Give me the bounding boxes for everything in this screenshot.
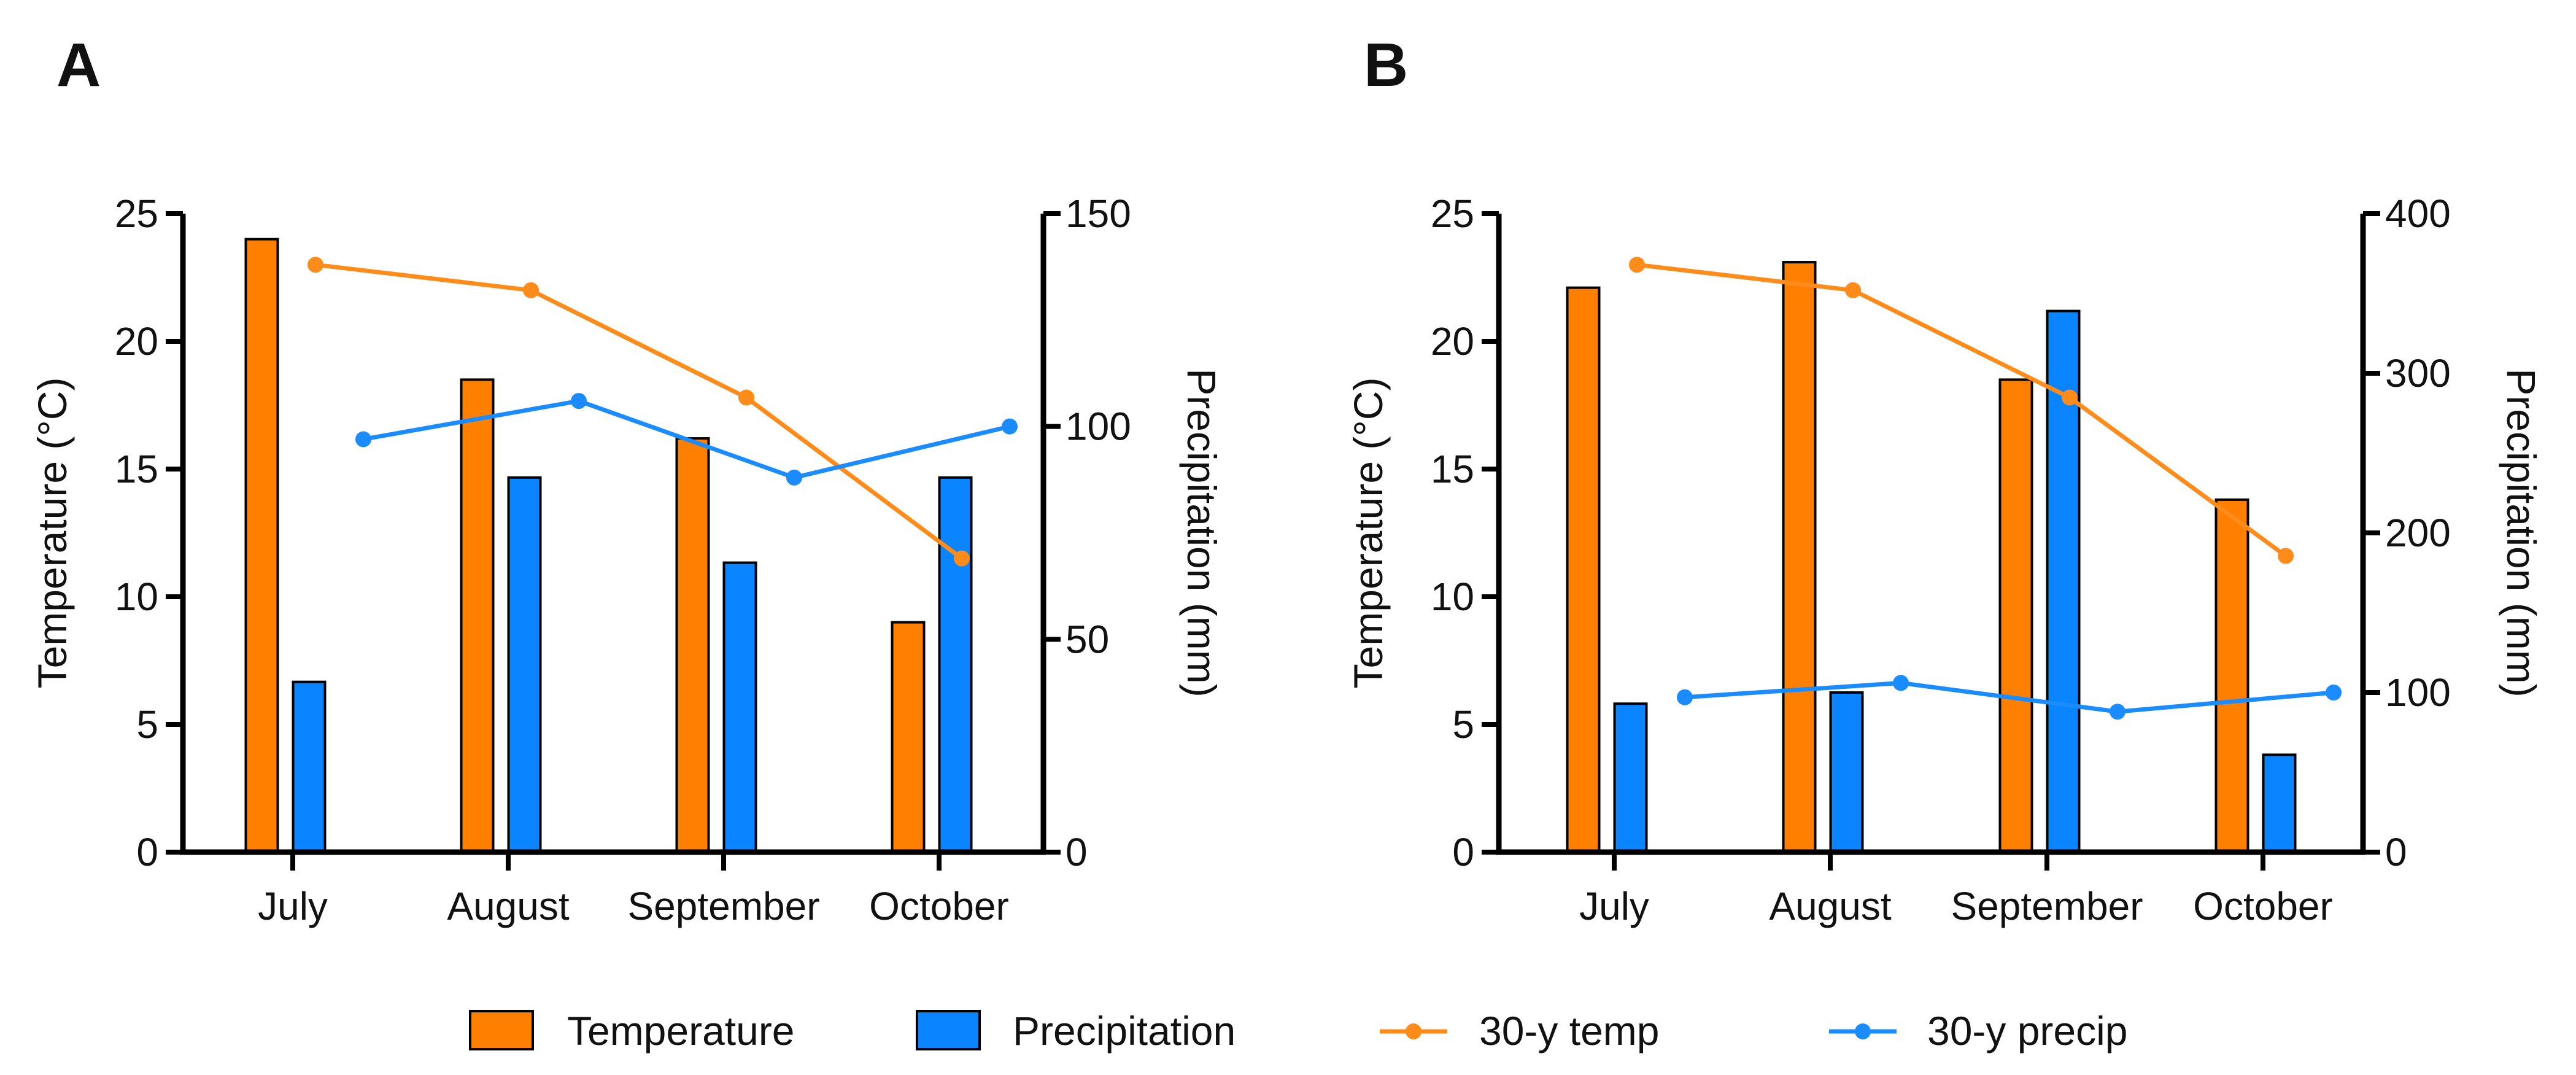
y-right-tick-label: 0 bbox=[2385, 830, 2407, 874]
x-tick-label: July bbox=[258, 884, 328, 928]
y-left-tick-label: 5 bbox=[1452, 702, 1474, 747]
x-tick-label: September bbox=[627, 884, 819, 928]
y-left-tick-label: 25 bbox=[115, 192, 158, 236]
legend: Temperature Precipitation 30-y temp 30-y… bbox=[469, 1008, 2128, 1054]
legend-temperature-label: Temperature bbox=[567, 1008, 795, 1054]
temp-30y-point bbox=[307, 257, 323, 273]
precip-30y-point bbox=[2326, 685, 2342, 700]
y-axis-left-title: Temperature (°C) bbox=[1345, 378, 1391, 689]
x-tick-label: August bbox=[1769, 884, 1891, 928]
x-tick-label: October bbox=[869, 884, 1009, 928]
y-axis-right-title: Precipitation (mm) bbox=[1179, 368, 1224, 697]
temp-30y-point bbox=[523, 282, 539, 298]
panel-label: A bbox=[56, 31, 101, 99]
y-right-tick-label: 150 bbox=[1066, 192, 1131, 236]
temp-30y-point bbox=[1629, 257, 1645, 273]
y-right-tick-label: 100 bbox=[2385, 670, 2451, 715]
precipitation-bar bbox=[938, 476, 973, 853]
legend-precipitation-label: Precipitation bbox=[1013, 1008, 1236, 1054]
precipitation-bar bbox=[507, 476, 542, 853]
temperature-bar bbox=[1998, 378, 2033, 853]
temperature-bar bbox=[675, 437, 710, 853]
legend-precipitation-swatch bbox=[916, 1010, 981, 1050]
y-right-tick-label: 0 bbox=[1066, 830, 1088, 874]
y-right-tick-label: 50 bbox=[1066, 617, 1109, 661]
legend-temp-30y-label: 30-y temp bbox=[1479, 1008, 1659, 1054]
y-right-tick-label: 300 bbox=[2385, 351, 2451, 395]
temperature-bar bbox=[1782, 261, 1817, 854]
temp-30y-point bbox=[954, 550, 970, 567]
precipitation-bar bbox=[292, 680, 327, 853]
temperature-bar bbox=[1566, 286, 1601, 853]
precip-30y-point bbox=[571, 393, 587, 409]
precipitation-bar bbox=[1829, 691, 1864, 853]
precip-30y-line bbox=[363, 398, 1010, 480]
x-tick-label: July bbox=[1579, 884, 1649, 928]
temperature-bar bbox=[244, 238, 279, 854]
panel-label: B bbox=[1364, 31, 1408, 99]
temp-30y-point bbox=[2278, 548, 2294, 564]
precipitation-bar bbox=[1613, 702, 1648, 853]
y-left-tick-label: 15 bbox=[1431, 447, 1474, 491]
temperature-bar bbox=[891, 621, 926, 853]
legend-temperature-swatch bbox=[469, 1010, 534, 1050]
legend-temp-30y-marker bbox=[1406, 1023, 1421, 1039]
y-axis-left-title: Temperature (°C) bbox=[29, 378, 75, 689]
precip-30y-point bbox=[2110, 704, 2125, 720]
x-tick-label: August bbox=[447, 884, 569, 928]
y-left-tick-label: 5 bbox=[136, 702, 158, 747]
precip-30y-line bbox=[1684, 680, 2334, 714]
y-left-tick-label: 0 bbox=[1452, 830, 1474, 874]
temp-30y-point bbox=[1845, 282, 1861, 298]
x-tick-label: September bbox=[1951, 884, 2143, 928]
y-right-tick-label: 400 bbox=[2385, 192, 2451, 236]
temperature-bar bbox=[2214, 498, 2249, 853]
precipitation-bar bbox=[2262, 753, 2297, 854]
legend-precip-30y-marker bbox=[1855, 1023, 1871, 1039]
y-left-tick-label: 20 bbox=[115, 319, 158, 363]
precip-30y-point bbox=[1893, 675, 1909, 691]
precip-30y-point bbox=[1677, 689, 1693, 705]
precip-30y-point bbox=[786, 469, 802, 486]
legend-precip-30y-label: 30-y precip bbox=[1927, 1008, 2128, 1054]
temp-30y-point bbox=[738, 389, 754, 406]
temperature-bar bbox=[460, 378, 495, 853]
precip-30y-point bbox=[1002, 418, 1018, 435]
temp-30y-line bbox=[1636, 262, 2288, 558]
panel-a: A 0 5 10 15 20 25 0 50 100 150 July August September O… bbox=[29, 31, 1224, 928]
panel-b: B 0 5 10 15 20 25 0 100 200 300 400 July August Septem… bbox=[1345, 31, 2544, 928]
y-right-tick-label: 200 bbox=[2385, 511, 2451, 555]
y-left-tick-label: 10 bbox=[115, 575, 158, 619]
y-right-tick-label: 100 bbox=[1066, 405, 1131, 449]
y-left-tick-label: 25 bbox=[1431, 192, 1474, 236]
temp-30y-line bbox=[315, 262, 964, 561]
y-left-tick-label: 0 bbox=[136, 830, 158, 874]
precipitation-bar bbox=[722, 561, 757, 853]
y-left-tick-label: 20 bbox=[1431, 319, 1474, 363]
y-left-tick-label: 15 bbox=[115, 447, 158, 491]
y-axis-right-title: Precipitation (mm) bbox=[2499, 368, 2544, 697]
temp-30y-point bbox=[2062, 389, 2078, 406]
precip-30y-point bbox=[355, 431, 371, 448]
y-left-tick-label: 10 bbox=[1431, 575, 1474, 619]
x-tick-label: October bbox=[2193, 884, 2333, 928]
